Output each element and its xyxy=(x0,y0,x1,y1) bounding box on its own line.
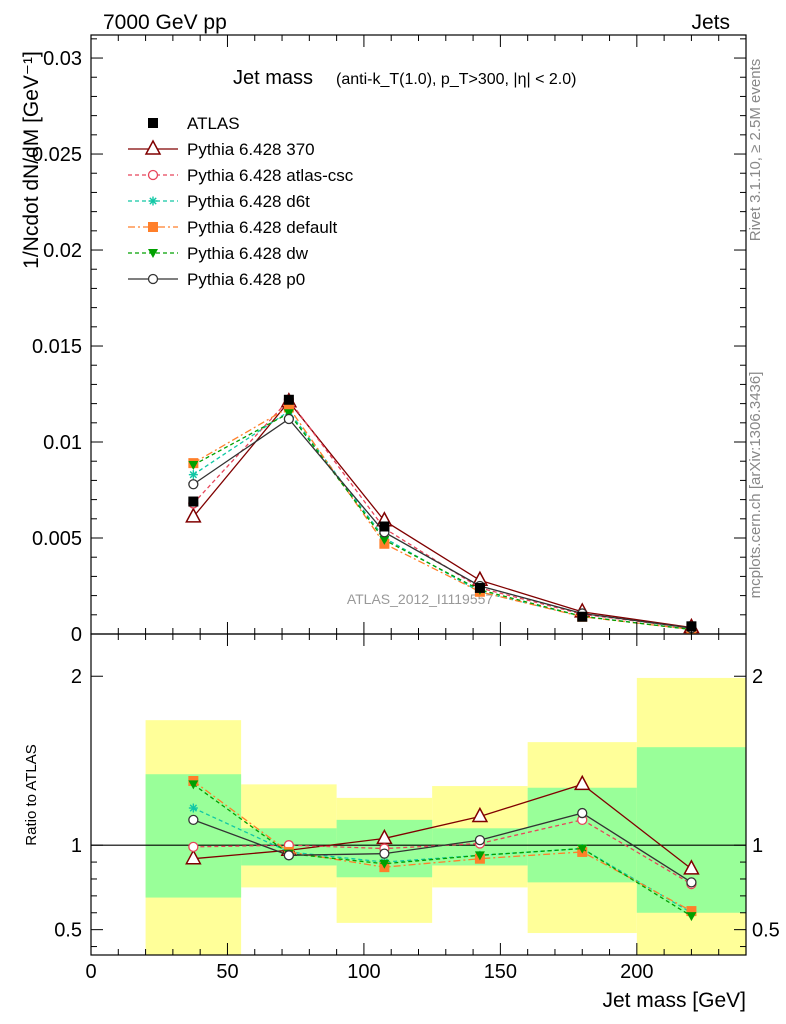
legend-label: Pythia 6.428 370 xyxy=(187,140,315,159)
ratio-point xyxy=(686,906,697,917)
ratio-line xyxy=(193,807,692,914)
ratio-point xyxy=(474,834,486,846)
legend-marker xyxy=(147,169,159,181)
ratio-point xyxy=(188,780,199,790)
ratio-line xyxy=(193,819,692,885)
top-y-tick-label: 0.02 xyxy=(43,240,82,262)
uncertainty-band-inner xyxy=(527,787,637,883)
ratio-point xyxy=(577,844,588,854)
header-category: Jets xyxy=(691,11,730,34)
atlas-data-point xyxy=(474,582,485,593)
x-tick-label: 150 xyxy=(484,961,517,983)
mc-line xyxy=(192,400,692,629)
ratio-point xyxy=(188,803,198,813)
ratio-y-tick-label-right: 0.5 xyxy=(752,920,780,942)
atlas-data-point xyxy=(188,496,199,507)
ratio-y-tick-label-right: 2 xyxy=(752,666,763,688)
ratio-point xyxy=(379,859,390,869)
ratio-point xyxy=(471,806,489,823)
legend-label: Pythia 6.428 d6t xyxy=(187,192,310,211)
mc-point xyxy=(283,402,294,413)
ratio-point xyxy=(683,859,700,875)
ratio-point xyxy=(573,774,591,791)
mc-line xyxy=(193,412,692,631)
x-tick-label: 100 xyxy=(347,961,380,983)
legend-marker xyxy=(148,196,158,206)
ratio-point xyxy=(188,814,199,825)
ratio-y-axis-label: Ratio to ATLAS xyxy=(23,744,40,845)
ratio-point xyxy=(185,849,202,865)
distribution-panel: 0.005 0.01 0.015 0.02 0.025 0.03 0 xyxy=(32,34,747,646)
top-y-tick-label: 0.025 xyxy=(32,144,82,166)
legend-marker xyxy=(148,222,158,232)
legend-marker xyxy=(148,249,158,258)
x-axis-label: Jet mass [GeV] xyxy=(602,989,746,1012)
mc-point xyxy=(185,507,202,523)
header-collision: 7000 GeV pp xyxy=(103,11,227,34)
x-tick-label: 50 xyxy=(216,961,238,983)
mc-line xyxy=(192,418,692,629)
legend-label: Pythia 6.428 atlas-csc xyxy=(187,166,354,185)
legend-label: Pythia 6.428 dw xyxy=(187,244,309,263)
legend-label-atlas: ATLAS xyxy=(187,114,240,133)
legend-marker xyxy=(147,273,159,285)
ratio-y-tick-label: 2 xyxy=(71,666,82,688)
plot-title: Jet mass xyxy=(233,67,313,89)
mcplots-source-label: mcplots.cern.ch [arXiv:1306.3436] xyxy=(747,372,764,599)
plot-subtitle: (anti-k_T(1.0), p_T>300, |η| < 2.0) xyxy=(336,71,576,88)
ratio-point xyxy=(577,807,588,819)
atlas-data-point xyxy=(379,521,390,532)
ratio-point xyxy=(686,877,697,888)
top-y-tick-label: 0.015 xyxy=(32,336,82,358)
mc-point xyxy=(283,413,295,425)
top-y-tick-label: 0.005 xyxy=(32,528,82,550)
top-y-tick-label: 0 xyxy=(71,624,82,646)
legend-label: Pythia 6.428 p0 xyxy=(187,270,305,289)
rivet-version-label: Rivet 3.1.10, ≥ 2.5M events xyxy=(747,59,764,242)
analysis-watermark: ATLAS_2012_I1119557 xyxy=(347,591,494,607)
ratio-line xyxy=(192,783,692,917)
x-tick-label: 0 xyxy=(85,961,96,983)
ratio-y-tick-label: 0.5 xyxy=(54,920,82,942)
atlas-data-point xyxy=(686,621,697,632)
legend-marker-atlas xyxy=(148,118,158,128)
ratio-point xyxy=(283,850,295,861)
ratio-y-tick-label-right: 1 xyxy=(752,835,763,857)
ratio-line xyxy=(193,812,692,883)
mc-point xyxy=(379,535,390,545)
legend: ATLAS Pythia 6.428 370 Pythia 6.428 atlas-… xyxy=(128,114,354,289)
mc-point xyxy=(188,479,199,490)
uncertainty-band-inner xyxy=(145,774,242,898)
atlas-data-point xyxy=(577,611,588,622)
top-y-tick-label: 0.03 xyxy=(43,48,82,70)
legend-marker xyxy=(144,139,162,155)
mc-point xyxy=(188,461,199,471)
mc-line xyxy=(193,406,692,631)
x-tick-label: 200 xyxy=(620,961,653,983)
ratio-point xyxy=(474,851,485,861)
mc-line xyxy=(192,398,692,629)
atlas-data-point xyxy=(283,394,294,405)
ratio-point xyxy=(379,848,390,859)
top-y-axis-label: 1/Ncdot dN/dM [GeV⁻¹] xyxy=(20,51,43,269)
top-y-tick-label: 0.01 xyxy=(43,432,82,454)
legend-label: Pythia 6.428 default xyxy=(187,218,338,237)
ratio-point xyxy=(686,912,697,922)
ratio-line xyxy=(193,783,692,870)
mc-point xyxy=(188,470,198,480)
ratio-y-tick-label: 1 xyxy=(71,835,82,857)
ratio-point xyxy=(188,841,199,853)
ratio-panel: 0.5 0.5 1 1 2 2 0 50 100 150 200 xyxy=(54,633,780,983)
mc-point xyxy=(283,409,294,419)
